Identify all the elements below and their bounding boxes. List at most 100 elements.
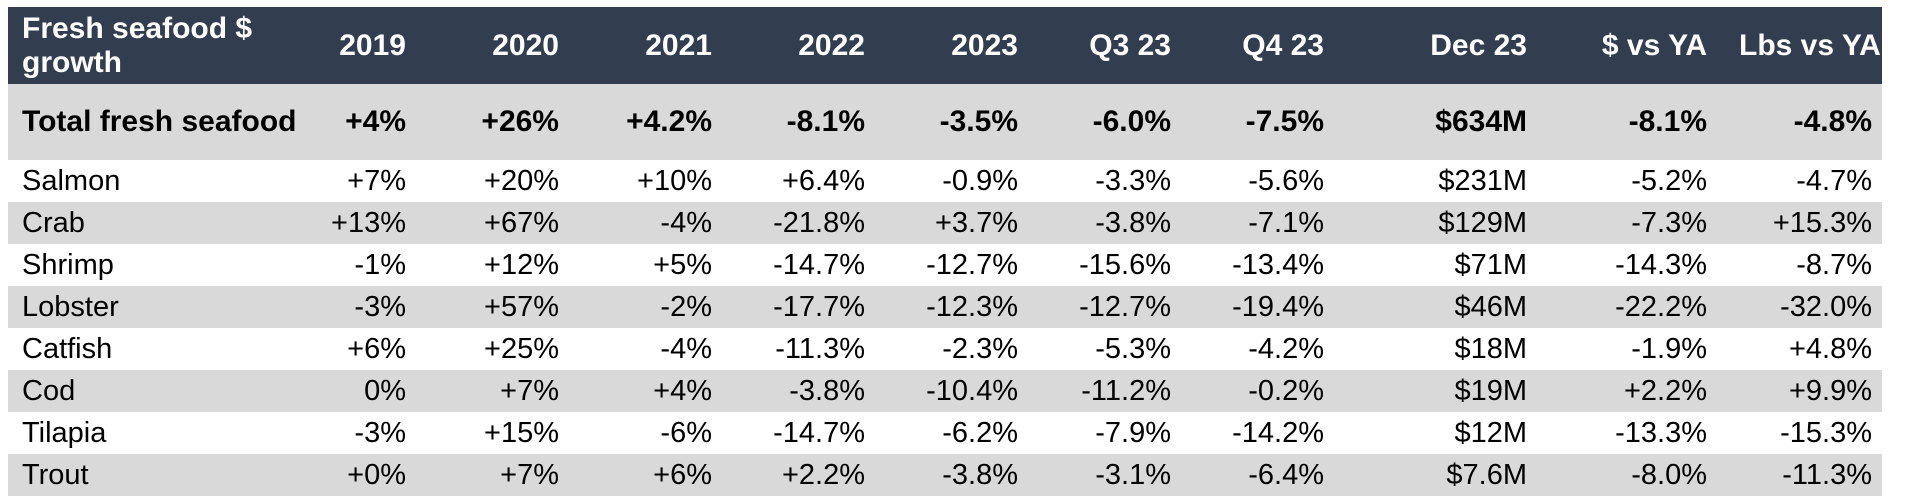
row-label-cell: Salmon	[22, 164, 121, 197]
row-label-cell: Tilapia	[22, 416, 107, 449]
row-value-cell: -4.8%	[1793, 105, 1872, 138]
table-row: Shrimp -1% +12% +5% -14.7% -12.7% -15.6% -13.4%…	[8, 244, 1882, 286]
header-cell-2021: 2021	[645, 28, 712, 62]
header-cell-2022: 2022	[798, 28, 865, 62]
row-value-cell: +6%	[347, 332, 406, 365]
row-label-cell: Crab	[22, 206, 85, 239]
row-value-cell: +4%	[345, 105, 406, 138]
row-value-cell: -2.3%	[942, 332, 1018, 365]
row-value-cell: +9.9%	[1788, 374, 1872, 407]
table-row: Catfish +6% +25% -4% -11.3% -2.3% -5.3% -4.2% $1…	[8, 328, 1882, 370]
row-value-cell: -21.8%	[773, 206, 865, 239]
row-value-cell: +2.2%	[781, 458, 865, 491]
row-value-cell: +15%	[484, 416, 559, 449]
row-value-cell: $129M	[1438, 206, 1527, 239]
row-label-cell: Cod	[22, 374, 76, 407]
row-value-cell: -3%	[354, 290, 406, 323]
row-value-cell: +6.4%	[781, 164, 865, 197]
row-value-cell: +26%	[481, 105, 559, 138]
row-value-cell: $46M	[1454, 290, 1527, 323]
table-row: Cod 0% +7% +4% -3.8% -10.4% -11.2% -0.2% $19M +2.…	[8, 370, 1882, 412]
row-value-cell: +67%	[484, 206, 559, 239]
row-value-cell: -22.2%	[1615, 290, 1707, 323]
table-row-total: Total fresh seafood +4% +26% +4.2% -8.1% -3.5…	[8, 84, 1882, 160]
row-value-cell: -15.6%	[1079, 248, 1171, 281]
row-value-cell: -17.7%	[773, 290, 865, 323]
row-label-cell: Catfish	[22, 332, 113, 365]
table-row: Lobster -3% +57% -2% -17.7% -12.3% -12.7% -19.4…	[8, 286, 1882, 328]
row-value-cell: -5.2%	[1631, 164, 1707, 197]
row-value-cell: +57%	[484, 290, 559, 323]
row-value-cell: -7.9%	[1095, 416, 1171, 449]
row-value-cell: -6%	[660, 416, 712, 449]
row-value-cell: -12.3%	[926, 290, 1018, 323]
row-value-cell: -14.7%	[773, 248, 865, 281]
table-row: Tilapia -3% +15% -6% -14.7% -6.2% -7.9% -14.2% $…	[8, 412, 1882, 454]
row-value-cell: +4.8%	[1788, 332, 1872, 365]
row-value-cell: 0%	[364, 374, 406, 407]
row-value-cell: -13.4%	[1232, 248, 1324, 281]
row-value-cell: $71M	[1454, 248, 1527, 281]
header-cell-2019: 2019	[339, 28, 406, 62]
header-cell-2020: 2020	[492, 28, 559, 62]
table-body: Total fresh seafood +4% +26% +4.2% -8.1% -3.5…	[8, 84, 1882, 496]
row-value-cell: -4%	[660, 332, 712, 365]
row-label-cell: Shrimp	[22, 248, 114, 281]
header-label-cell: Fresh seafood $ growth	[22, 11, 253, 79]
row-value-cell: +12%	[484, 248, 559, 281]
header-cell-lbs-vs-ya: Lbs vs YA	[1739, 28, 1881, 62]
row-value-cell: -3.1%	[1095, 458, 1171, 491]
row-value-cell: $18M	[1454, 332, 1527, 365]
row-value-cell: +6%	[653, 458, 712, 491]
row-value-cell: $231M	[1438, 164, 1527, 197]
row-value-cell: -1.9%	[1631, 332, 1707, 365]
row-value-cell: -3.8%	[942, 458, 1018, 491]
row-value-cell: -3.8%	[1095, 206, 1171, 239]
row-value-cell: -13.3%	[1615, 416, 1707, 449]
row-value-cell: +4.2%	[626, 105, 712, 138]
row-value-cell: +7%	[500, 458, 559, 491]
row-value-cell: +15.3%	[1772, 206, 1872, 239]
row-value-cell: -6.4%	[1248, 458, 1324, 491]
row-value-cell: -4.2%	[1248, 332, 1324, 365]
row-value-cell: -8.7%	[1796, 248, 1872, 281]
row-value-cell: +0%	[347, 458, 406, 491]
table-row: Trout +0% +7% +6% +2.2% -3.8% -3.1% -6.4% $7.6M -…	[8, 454, 1882, 496]
row-value-cell: -5.6%	[1248, 164, 1324, 197]
row-value-cell: -8.1%	[786, 105, 865, 138]
row-value-cell: -12.7%	[1079, 290, 1171, 323]
row-value-cell: -3.5%	[939, 105, 1018, 138]
row-value-cell: -11.3%	[775, 332, 865, 365]
row-value-cell: -4%	[660, 206, 712, 239]
row-value-cell: -8.1%	[1628, 105, 1707, 138]
header-cell-2023: 2023	[951, 28, 1018, 62]
table-header-row: Fresh seafood $ growth 2019 2020 2021 20…	[8, 7, 1882, 84]
row-value-cell: -15.3%	[1780, 416, 1872, 449]
row-value-cell: -2%	[660, 290, 712, 323]
seafood-growth-table: Fresh seafood $ growth 2019 2020 2021 20…	[8, 7, 1882, 496]
row-value-cell: $634M	[1435, 105, 1527, 138]
row-value-cell: -14.7%	[773, 416, 865, 449]
row-value-cell: -32.0%	[1780, 290, 1872, 323]
row-value-cell: -5.3%	[1095, 332, 1171, 365]
row-value-cell: +20%	[484, 164, 559, 197]
header-cell-dollar-vs-ya: $ vs YA	[1601, 28, 1707, 62]
row-value-cell: -14.2%	[1232, 416, 1324, 449]
seafood-growth-table-container: Fresh seafood $ growth 2019 2020 2021 20…	[8, 7, 1882, 496]
header-cell-dec-23: Dec 23	[1430, 28, 1527, 62]
header-cell-q3-23: Q3 23	[1089, 28, 1171, 62]
row-label-cell: Total fresh seafood	[22, 105, 297, 138]
row-value-cell: -1%	[354, 248, 406, 281]
row-value-cell: +10%	[637, 164, 712, 197]
row-value-cell: +4%	[653, 374, 712, 407]
row-value-cell: +13%	[331, 206, 406, 239]
row-value-cell: +7%	[347, 164, 406, 197]
row-value-cell: -0.9%	[942, 164, 1018, 197]
row-value-cell: +5%	[653, 248, 712, 281]
row-label-cell: Trout	[22, 458, 89, 491]
row-value-cell: $12M	[1454, 416, 1527, 449]
row-value-cell: -8.0%	[1631, 458, 1707, 491]
row-value-cell: -7.5%	[1245, 105, 1324, 138]
row-value-cell: $19M	[1454, 374, 1527, 407]
header-cell-q4-23: Q4 23	[1242, 28, 1324, 62]
